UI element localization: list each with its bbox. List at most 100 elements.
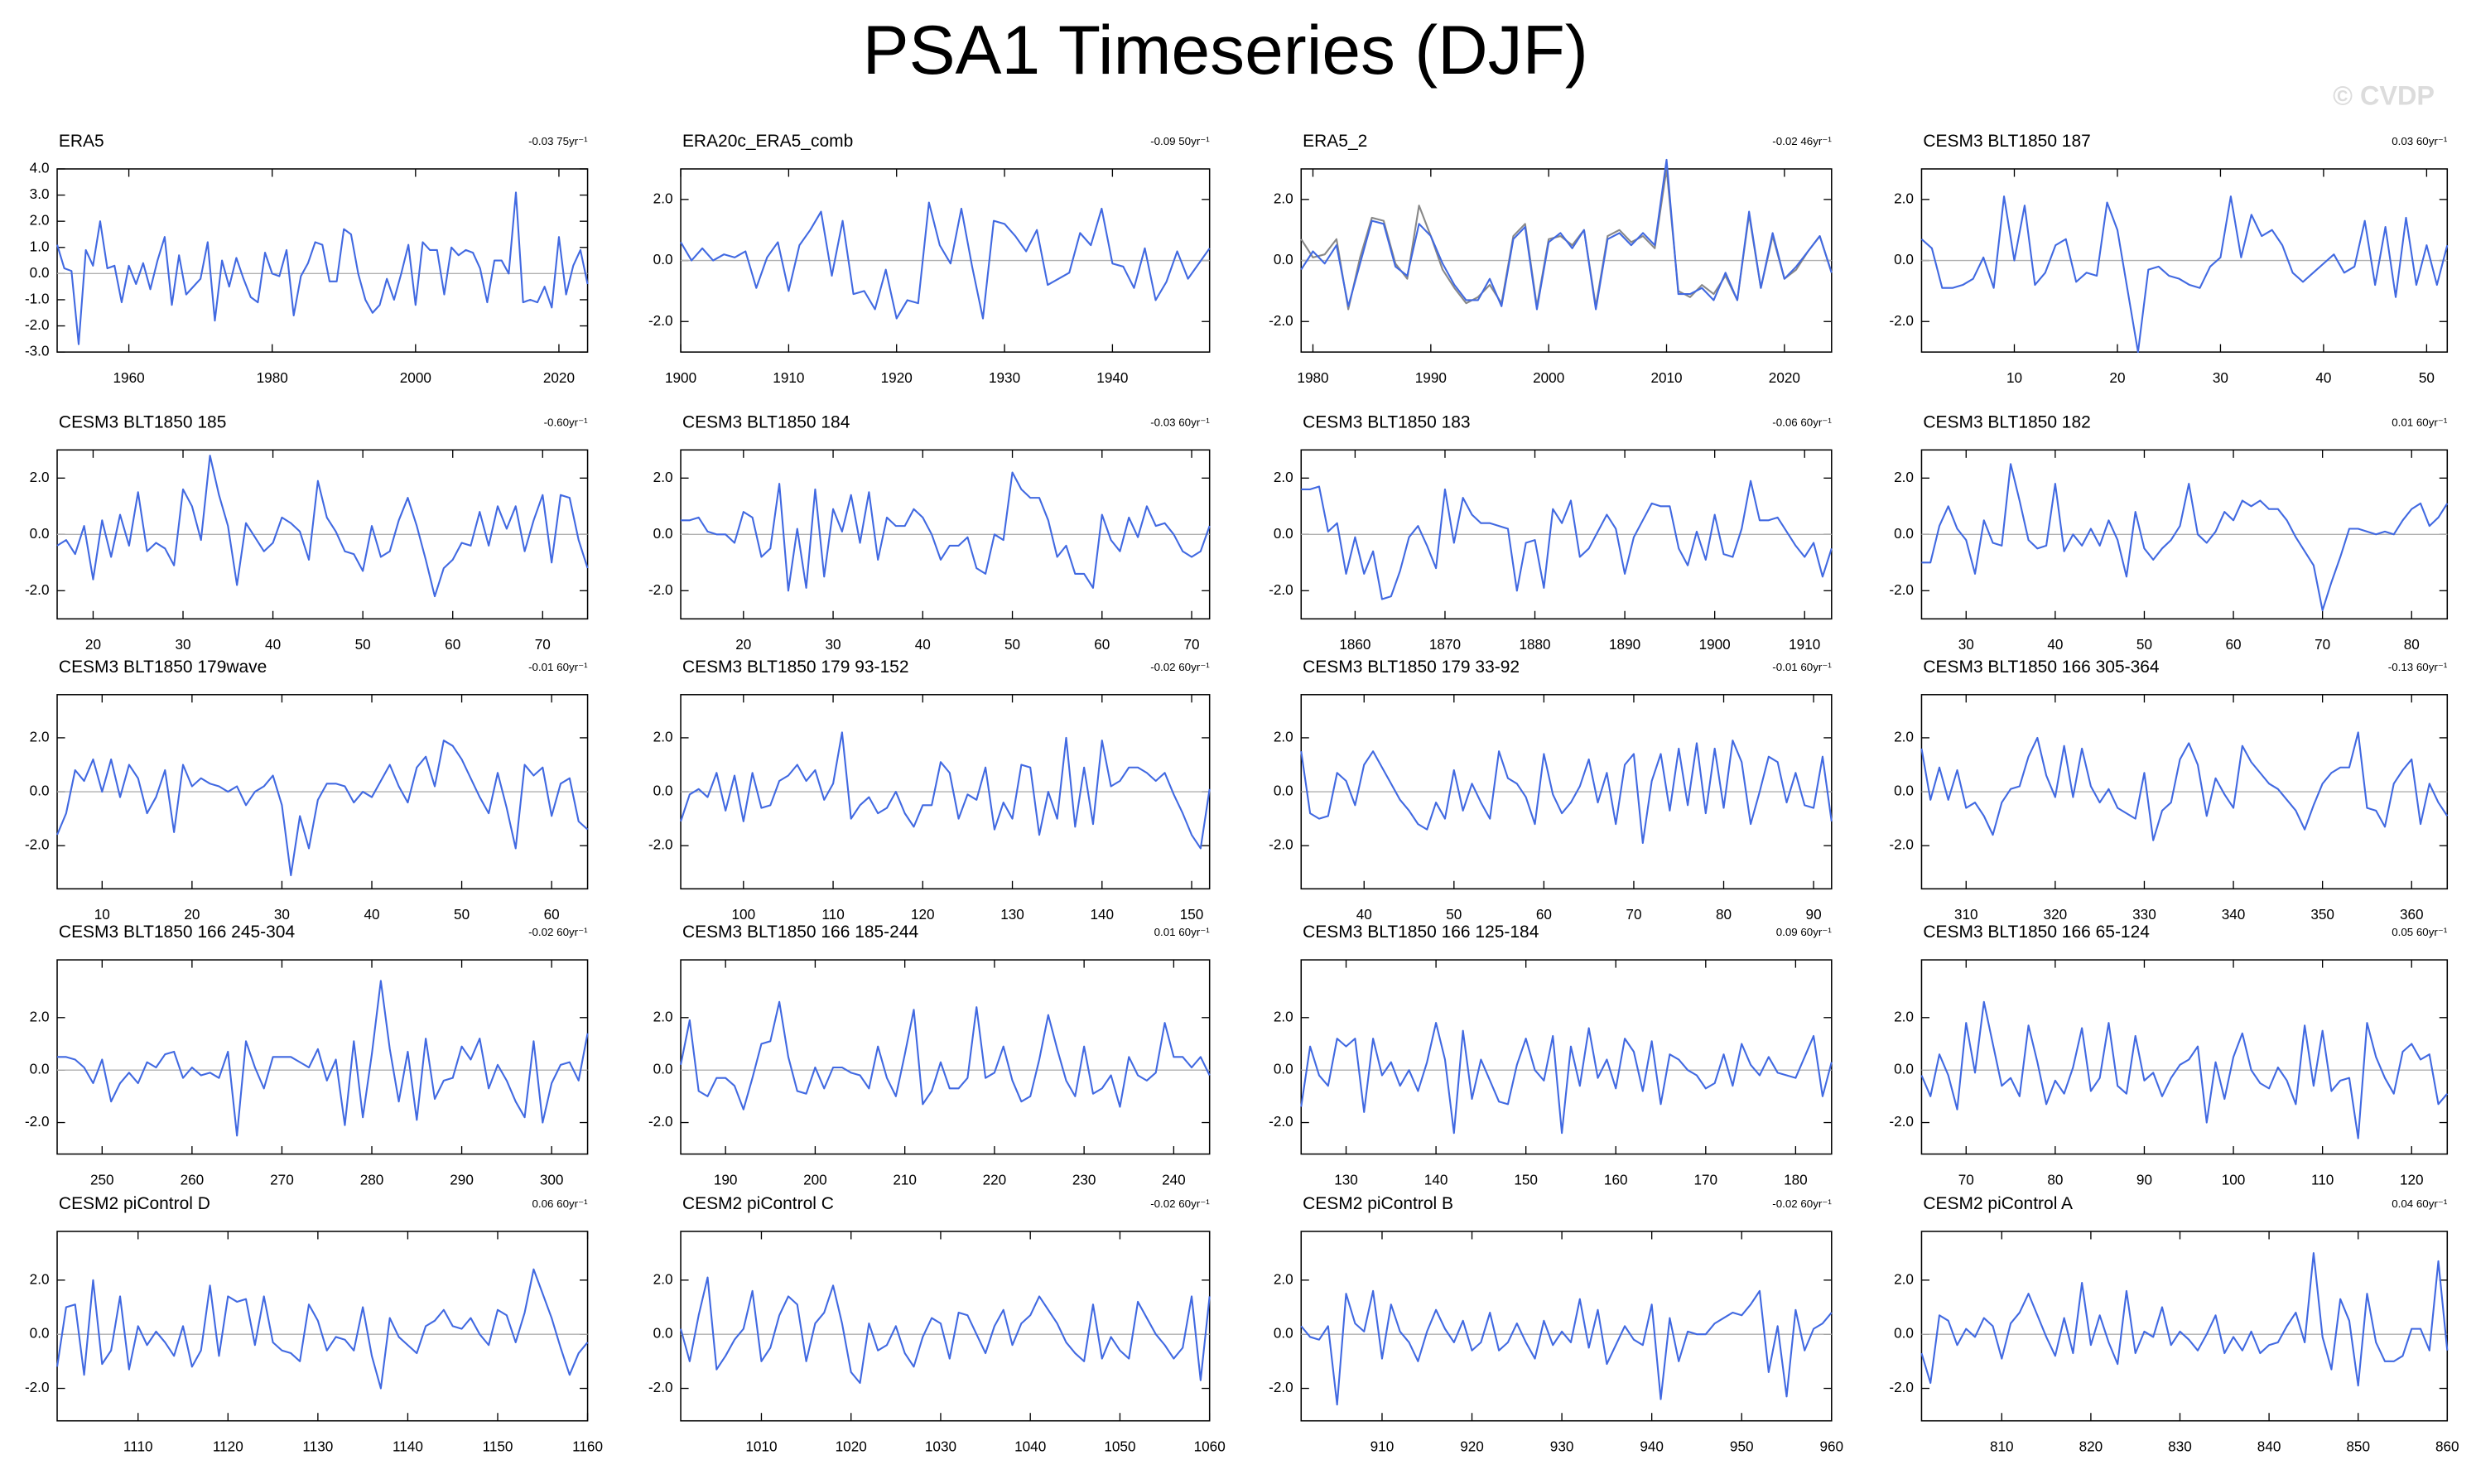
plot-frame bbox=[1920, 959, 2449, 1155]
y-tick-label: 2.0 bbox=[653, 469, 673, 485]
trend-label: -0.02 60yr⁻¹ bbox=[1772, 1197, 1832, 1210]
x-tick-label: 1940 bbox=[1096, 369, 1128, 386]
panel-title: CESM3 BLT1850 179 33-92 bbox=[1303, 658, 1520, 677]
series-line bbox=[680, 731, 1211, 850]
y-tick-label: 2.0 bbox=[1274, 190, 1293, 206]
panel-title: ERA20c_ERA5_comb bbox=[682, 132, 853, 151]
x-tick-label: 20 bbox=[2109, 369, 2125, 386]
y-tick-label: 2.0 bbox=[653, 728, 673, 744]
series-line bbox=[56, 191, 589, 345]
y-tick-label: 0.0 bbox=[1274, 525, 1293, 542]
x-tick-label: 20 bbox=[735, 636, 751, 653]
x-tick-label: 30 bbox=[1958, 636, 1974, 653]
x-tick-label: 40 bbox=[265, 636, 281, 653]
x-tick-label: 2000 bbox=[1533, 369, 1564, 386]
x-tick-label: 70 bbox=[1183, 636, 1199, 653]
x-tick-label: 80 bbox=[1716, 906, 1732, 923]
x-tick-label: 1040 bbox=[1014, 1438, 1046, 1455]
x-tick-label: 50 bbox=[2136, 636, 2152, 653]
x-tick-label: 860 bbox=[2435, 1438, 2459, 1455]
x-tick-label: 220 bbox=[983, 1172, 1007, 1188]
x-tick-label: 930 bbox=[1550, 1438, 1574, 1455]
x-tick-label: 10 bbox=[2006, 369, 2022, 386]
x-tick-label: 140 bbox=[1090, 906, 1114, 923]
trend-label: -0.02 46yr⁻¹ bbox=[1772, 135, 1832, 147]
y-tick-label: 0.0 bbox=[1894, 783, 1914, 799]
panel-title: CESM3 BLT1850 183 bbox=[1303, 412, 1470, 431]
x-tick-label: 30 bbox=[826, 636, 841, 653]
series-line bbox=[1920, 1252, 2449, 1387]
x-tick-label: 170 bbox=[1694, 1172, 1718, 1188]
x-tick-label: 1910 bbox=[1789, 636, 1820, 653]
series-line bbox=[1301, 479, 1833, 600]
x-tick-label: 1020 bbox=[836, 1438, 867, 1455]
x-tick-label: 40 bbox=[364, 906, 379, 923]
x-tick-label: 200 bbox=[803, 1172, 827, 1188]
panel-title: CESM3 BLT1850 179 93-152 bbox=[682, 658, 909, 677]
panel-title: CESM3 BLT1850 166 245-304 bbox=[59, 923, 296, 942]
x-tick-label: 50 bbox=[355, 636, 371, 653]
series-line bbox=[1300, 1289, 1833, 1406]
panel-title: CESM3 BLT1850 184 bbox=[682, 412, 850, 431]
x-tick-label: 310 bbox=[1954, 906, 1978, 923]
trend-label: 0.03 60yr⁻¹ bbox=[2392, 135, 2448, 147]
y-tick-label: -2.0 bbox=[25, 1113, 50, 1130]
y-tick-label: 0.0 bbox=[30, 1325, 50, 1342]
x-tick-label: 60 bbox=[445, 636, 460, 653]
x-tick-label: 70 bbox=[1626, 906, 1641, 923]
panel-title: CESM3 BLT1850 182 bbox=[1923, 412, 2090, 431]
x-tick-label: 50 bbox=[1446, 906, 1462, 923]
panel-title: CESM3 BLT1850 179wave bbox=[59, 658, 267, 677]
panel-title: CESM2 piControl B bbox=[1303, 1194, 1453, 1213]
x-tick-label: 100 bbox=[2222, 1172, 2246, 1188]
trend-label: -0.02 60yr⁻¹ bbox=[1150, 1197, 1210, 1210]
x-tick-label: 50 bbox=[1004, 636, 1020, 653]
x-tick-label: 120 bbox=[911, 906, 935, 923]
x-tick-label: 60 bbox=[544, 906, 560, 923]
trend-label: -0.01 60yr⁻¹ bbox=[1772, 661, 1832, 673]
y-tick-label: -2.0 bbox=[1269, 581, 1293, 598]
y-tick-label: 4.0 bbox=[30, 160, 50, 176]
x-tick-label: 1900 bbox=[1699, 636, 1731, 653]
y-tick-label: 2.0 bbox=[1274, 1008, 1293, 1024]
x-tick-label: 300 bbox=[540, 1172, 564, 1188]
x-tick-label: 60 bbox=[1094, 636, 1110, 653]
panel-title: CESM3 BLT1850 166 125-184 bbox=[1303, 923, 1539, 942]
series-line bbox=[55, 1268, 589, 1390]
y-tick-label: 2.0 bbox=[30, 1270, 50, 1287]
trend-label: -0.02 60yr⁻¹ bbox=[1150, 661, 1210, 673]
y-tick-label: -2.0 bbox=[1269, 1113, 1293, 1130]
x-tick-label: 20 bbox=[184, 906, 200, 923]
x-tick-label: 1980 bbox=[257, 369, 288, 386]
series-line bbox=[1300, 1022, 1833, 1135]
x-tick-label: 1880 bbox=[1519, 636, 1550, 653]
x-tick-label: 50 bbox=[2419, 369, 2435, 386]
x-tick-label: 910 bbox=[1370, 1438, 1395, 1455]
x-tick-label: 120 bbox=[2400, 1172, 2424, 1188]
x-tick-label: 30 bbox=[175, 636, 190, 653]
y-tick-label: -2.0 bbox=[1269, 836, 1293, 853]
x-tick-label: 1060 bbox=[1194, 1438, 1226, 1455]
x-tick-label: 950 bbox=[1730, 1438, 1754, 1455]
trend-label: 0.01 60yr⁻¹ bbox=[2392, 416, 2448, 428]
y-tick-label: 2.0 bbox=[1894, 469, 1914, 485]
x-tick-label: 40 bbox=[2315, 369, 2331, 386]
y-tick-label: 0.0 bbox=[653, 525, 673, 542]
panel-title: ERA5_2 bbox=[1303, 132, 1367, 151]
x-tick-label: 1990 bbox=[1415, 369, 1447, 386]
series-line bbox=[1300, 740, 1833, 844]
x-tick-label: 60 bbox=[2226, 636, 2242, 653]
y-tick-label: -2.0 bbox=[1889, 1379, 1914, 1395]
plot-frame bbox=[1300, 959, 1833, 1155]
series-line bbox=[56, 740, 589, 877]
y-tick-label: -2.0 bbox=[25, 1379, 50, 1395]
x-tick-label: 940 bbox=[1640, 1438, 1664, 1455]
panel-title: CESM2 piControl A bbox=[1923, 1194, 2073, 1213]
series-line bbox=[680, 1276, 1211, 1385]
x-tick-label: 250 bbox=[90, 1172, 114, 1188]
panel-title: CESM3 BLT1850 166 65-124 bbox=[1923, 923, 2150, 942]
x-tick-label: 40 bbox=[1356, 906, 1372, 923]
x-tick-label: 1150 bbox=[483, 1438, 513, 1455]
y-tick-label: -2.0 bbox=[1889, 312, 1914, 329]
x-tick-label: 1900 bbox=[665, 369, 696, 386]
